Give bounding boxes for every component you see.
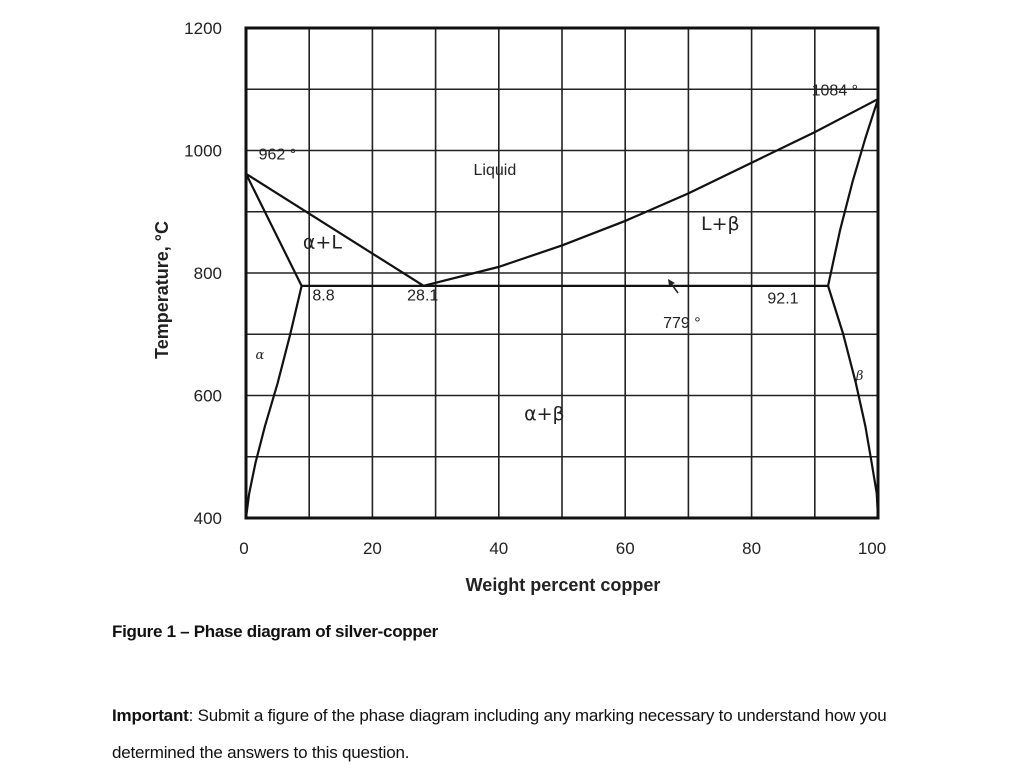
annotation-label: α+β <box>524 403 565 425</box>
x-tick-label: 20 <box>363 539 382 558</box>
x-tick-label: 0 <box>239 539 248 558</box>
phase-boundary <box>827 285 880 519</box>
phase-boundary <box>245 172 425 287</box>
y-tick-label: 1000 <box>184 142 222 161</box>
note-bold-label: Important <box>112 706 189 725</box>
plot-frame <box>244 26 880 520</box>
y-axis-ticks: 400 600 800 1000 1200 <box>184 19 222 528</box>
x-axis-title: Weight percent copper <box>466 575 661 595</box>
y-tick-label: 600 <box>194 387 222 406</box>
annotation-label: α+L <box>303 232 342 254</box>
annotation-label: 8.8 <box>312 288 334 305</box>
annotation-label: α <box>255 348 264 363</box>
y-tick-label: 800 <box>194 264 222 283</box>
phase-boundary <box>423 98 879 287</box>
arrow-head-icon <box>668 279 675 286</box>
annotation-label: β <box>855 369 864 384</box>
x-tick-label: 80 <box>742 539 761 558</box>
phase-diagram-chart: 400 600 800 1000 1200 0 20 40 60 80 100 962 ° 1084… <box>152 19 886 595</box>
x-axis-ticks: 0 20 40 60 80 100 <box>239 539 886 558</box>
annotation-label: 962 ° <box>259 147 297 164</box>
annotation-label: Liquid <box>474 162 517 179</box>
annotations: 962 ° 1084 ° Liquid α+L L+β 8.8 28.1 779 ° 92.1 α… <box>255 82 863 425</box>
phase-boundary <box>826 98 880 287</box>
x-tick-label: 40 <box>489 539 508 558</box>
note-text: : Submit a figure of the phase diagram i… <box>112 706 887 762</box>
y-tick-label: 400 <box>194 509 222 528</box>
y-axis-title: Temperature, °C <box>152 221 172 359</box>
annotation-label: 1084 ° <box>812 82 858 99</box>
x-tick-label: 60 <box>616 539 635 558</box>
x-tick-label: 100 <box>858 539 886 558</box>
annotation-label: 28.1 <box>407 288 438 305</box>
annotation-label: 92.1 <box>767 291 798 308</box>
important-note: Important: Submit a figure of the phase … <box>112 697 972 771</box>
y-tick-label: 1200 <box>184 19 222 38</box>
figure-caption: Figure 1 – Phase diagram of silver-coppe… <box>112 622 438 641</box>
chart-grid <box>246 28 878 518</box>
phase-boundary <box>244 285 303 519</box>
annotation-label: 779 ° <box>663 315 701 332</box>
annotation-label: L+β <box>701 213 740 235</box>
phase-boundary <box>245 173 303 287</box>
